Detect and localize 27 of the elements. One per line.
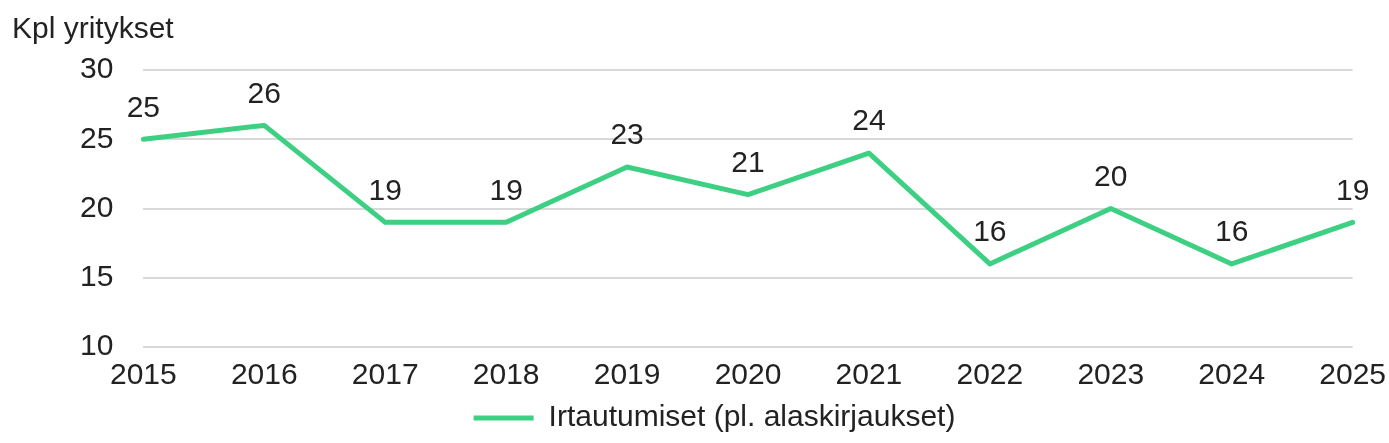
x-tick-label: 2023	[1077, 357, 1145, 391]
legend-label: Irtautumiset (pl. alaskirjaukset)	[548, 399, 956, 433]
data-label: 16	[973, 214, 1007, 248]
y-tick-label: 20	[79, 189, 114, 223]
x-tick-label: 2020	[714, 357, 782, 391]
y-tick-label: 15	[79, 259, 114, 293]
x-tick-label: 2018	[472, 357, 540, 391]
x-tick-label: 2021	[835, 357, 903, 391]
x-tick-label: 2024	[1198, 357, 1266, 391]
data-label: 19	[368, 172, 402, 206]
data-label: 23	[610, 117, 644, 151]
data-label: 25	[126, 89, 161, 123]
data-label: 20	[1094, 158, 1128, 192]
x-tick-label: 2017	[351, 357, 419, 391]
data-label: 24	[852, 103, 886, 137]
x-tick-label: 2022	[956, 357, 1024, 391]
data-label: 19	[489, 172, 523, 206]
y-tick-label: 30	[79, 51, 114, 85]
x-tick-label: 2016	[230, 357, 298, 391]
y-axis-title: Kpl yritykset	[12, 11, 175, 45]
data-label: 26	[247, 75, 281, 109]
y-tick-label: 25	[79, 120, 114, 154]
data-label: 21	[731, 144, 765, 178]
x-tick-label: 2019	[593, 357, 661, 391]
x-tick-label: 2025	[1319, 357, 1387, 391]
data-label: 16	[1215, 214, 1249, 248]
data-label: 19	[1335, 172, 1370, 206]
